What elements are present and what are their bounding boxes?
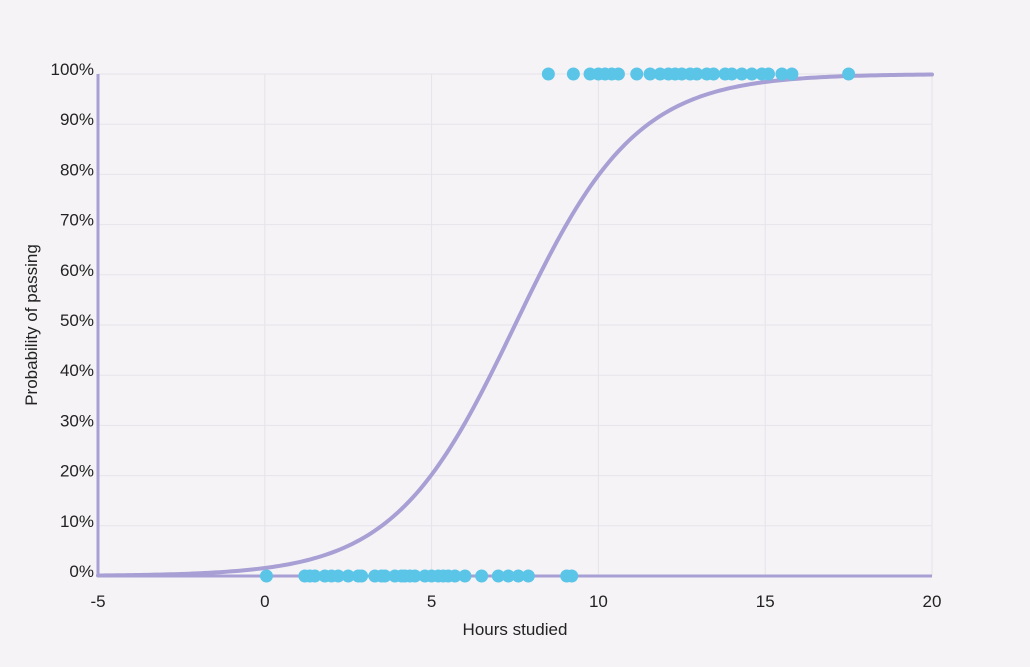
data-point [775,67,789,81]
data-point [690,67,704,81]
y-tick-label: 0% [69,562,94,581]
data-point [643,67,657,81]
y-tick-labels: 0% 10% 20% 30% 40% 50% 60% 70% 80% 90% 100% [51,60,94,581]
data-point [259,569,273,583]
data-point [448,569,462,583]
x-tick-label: 5 [427,592,436,611]
x-tick-label: 15 [756,592,775,611]
data-point [458,569,472,583]
y-axis-title: Probability of passing [22,244,41,406]
data-point [355,569,369,583]
data-point [308,569,322,583]
data-point [842,67,856,81]
data-point [565,569,579,583]
data-point [501,569,515,583]
x-tick-label: -5 [90,592,105,611]
x-tick-label: 0 [260,592,269,611]
data-point [521,569,535,583]
data-point [491,569,505,583]
data-point [511,569,525,583]
y-tick-label: 80% [60,160,94,179]
data-point [341,569,355,583]
x-axis-title: Hours studied [463,620,568,639]
y-tick-label: 30% [60,411,94,430]
data-point [745,67,759,81]
y-tick-label: 70% [60,211,94,230]
y-tick-label: 60% [60,261,94,280]
x-tick-label: 20 [923,592,942,611]
y-tick-label: 90% [60,110,94,129]
data-point [408,569,422,583]
data-point [785,67,799,81]
data-point [566,67,580,81]
data-point [611,67,625,81]
data-point [762,67,776,81]
points-layer [259,67,856,583]
y-tick-label: 100% [51,60,94,79]
data-point [630,67,644,81]
data-point [725,67,739,81]
data-point [378,569,392,583]
data-point [706,67,720,81]
data-point [541,67,555,81]
y-tick-label: 10% [60,512,94,531]
data-point [735,67,749,81]
data-point [475,569,489,583]
x-tick-label: 10 [589,592,608,611]
data-point [331,569,345,583]
y-tick-label: 40% [60,361,94,380]
y-tick-label: 50% [60,311,94,330]
x-tick-labels: -5 0 5 10 15 20 [90,592,941,611]
y-tick-label: 20% [60,462,94,481]
